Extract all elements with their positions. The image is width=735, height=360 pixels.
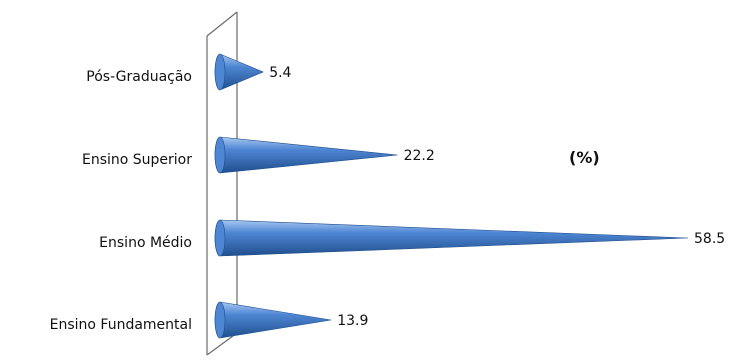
category-label-0: Pós-Graduação bbox=[86, 69, 192, 85]
cone-base-0 bbox=[214, 53, 226, 91]
category-label-2: Ensino Médio bbox=[99, 235, 192, 251]
value-label-0: 5.4 bbox=[269, 65, 291, 81]
unit-annotation: (%) bbox=[569, 148, 600, 167]
axis-wall-top-edge bbox=[206, 11, 238, 37]
cone-bar-1 bbox=[214, 136, 398, 174]
value-label-3: 13.9 bbox=[337, 313, 368, 329]
cone-base-2 bbox=[214, 219, 226, 257]
category-label-1: Ensino Superior bbox=[82, 152, 192, 168]
cone-base-1 bbox=[214, 136, 226, 174]
cone-bar-3 bbox=[214, 301, 332, 339]
category-label-3: Ensino Fundamental bbox=[50, 317, 192, 333]
value-label-1: 22.2 bbox=[404, 148, 435, 164]
value-label-2: 58.5 bbox=[694, 231, 725, 247]
cone-bar-2 bbox=[214, 219, 689, 257]
bars-group bbox=[214, 53, 689, 339]
cone-base-3 bbox=[214, 301, 226, 339]
axis-wall-bottom-edge bbox=[206, 332, 238, 356]
